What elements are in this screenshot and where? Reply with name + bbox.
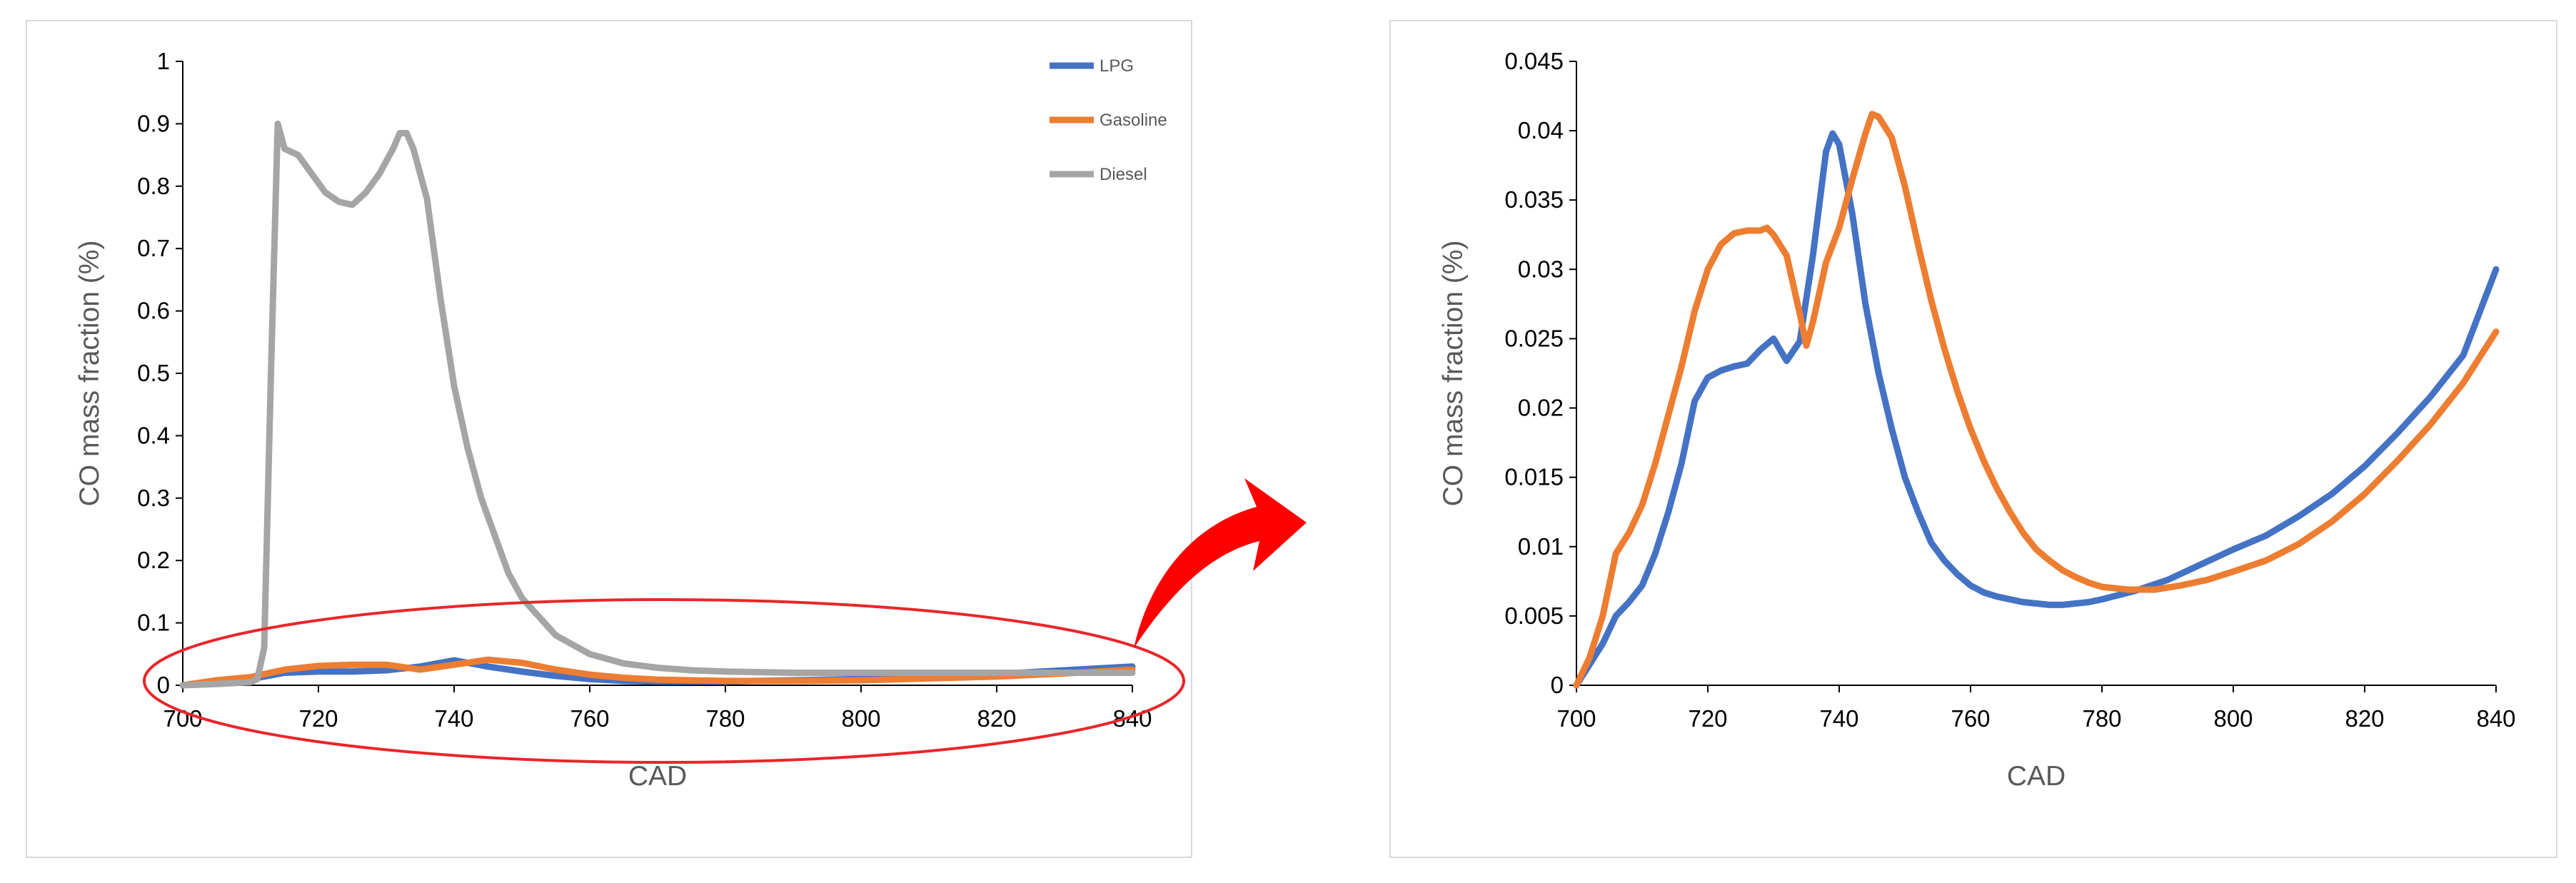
- y-tick-label: 0.005: [1504, 602, 1564, 629]
- left-chart: 0 0.1 0.2 0.3 0.4 0.5 0.6 0.7 0.8 0.9 1 700 720 740 76…: [74, 48, 1185, 792]
- legend-label: Diesel: [1100, 165, 1147, 184]
- y-tick-label: 0.015: [1504, 464, 1564, 490]
- y-tick-label: 0.04: [1518, 117, 1564, 143]
- x-tick-label: 760: [570, 705, 609, 732]
- y-tick-label: 0.8: [137, 173, 170, 199]
- x-tick-label: 740: [434, 705, 473, 732]
- y-tick-label: 0.035: [1504, 186, 1564, 213]
- zoom-arrow-icon: [1134, 478, 1307, 648]
- y-axis-title: CO mass fraction (%): [1438, 241, 1469, 507]
- x-tick-label: 760: [1951, 705, 1990, 732]
- y-tick-label: 0.2: [137, 547, 170, 573]
- y-tick-label: 0.03: [1518, 256, 1564, 282]
- y-tick-label: 0.4: [137, 422, 170, 448]
- x-tick-label: 840: [1112, 705, 1152, 732]
- series-line-series-1: [1573, 130, 2500, 689]
- x-tick-label: 800: [2213, 705, 2253, 732]
- y-tick-label: 0.6: [137, 298, 170, 324]
- legend-label: LPG: [1100, 56, 1134, 76]
- y-tick-label: 0.045: [1504, 48, 1564, 74]
- highlight-ellipse: [143, 598, 1185, 764]
- x-tick-label: 720: [1688, 705, 1727, 732]
- x-tick-label: 700: [1556, 705, 1596, 732]
- x-tick-label: 740: [1819, 705, 1858, 732]
- y-tick-label: 0.01: [1518, 533, 1564, 560]
- y-tick-label: 1: [157, 48, 170, 74]
- y-tick-label: 0.3: [137, 485, 170, 511]
- y-tick-label: 0.5: [137, 360, 170, 386]
- y-tick-label: 0: [157, 672, 170, 698]
- y-tick-label: 0: [1551, 672, 1564, 698]
- y-tick-label: 0.025: [1504, 325, 1564, 351]
- x-tick-label: 840: [2476, 705, 2515, 732]
- y-axis-title: CO mass fraction (%): [74, 241, 105, 507]
- left-chart-panel: 0 0.1 0.2 0.3 0.4 0.5 0.6 0.7 0.8 0.9 1 700 720 740 76…: [26, 20, 1192, 858]
- x-axis-title: CAD: [628, 761, 687, 792]
- x-tick-label: 700: [163, 705, 202, 732]
- x-tick-label: 820: [977, 705, 1016, 732]
- series-line-diesel: [179, 120, 1136, 689]
- x-axis-title: CAD: [2007, 761, 2066, 792]
- zoom-arrow-shape: [1134, 478, 1307, 648]
- x-tick-label: 720: [298, 705, 338, 732]
- y-tick-label: 0.1: [137, 610, 170, 636]
- y-tick-label: 0.02: [1518, 395, 1564, 421]
- right-chart: 0 0.005 0.01 0.015 0.02 0.025 0.03 0.035 0.04 0.0…: [1438, 48, 2516, 792]
- legend-label: Gasoline: [1100, 111, 1167, 130]
- y-tick-label: 0.7: [137, 235, 170, 261]
- y-tick-label: 0.9: [137, 110, 170, 136]
- x-tick-label: 800: [841, 705, 880, 732]
- x-tick-label: 780: [2082, 705, 2121, 732]
- series-line-gasoline: [179, 656, 1136, 689]
- series-line-series-2: [1573, 111, 2500, 689]
- right-chart-panel: 0 0.005 0.01 0.015 0.02 0.025 0.03 0.035 0.04 0.0…: [1389, 20, 2557, 858]
- x-tick-label: 780: [705, 705, 745, 732]
- x-tick-label: 820: [2345, 705, 2384, 732]
